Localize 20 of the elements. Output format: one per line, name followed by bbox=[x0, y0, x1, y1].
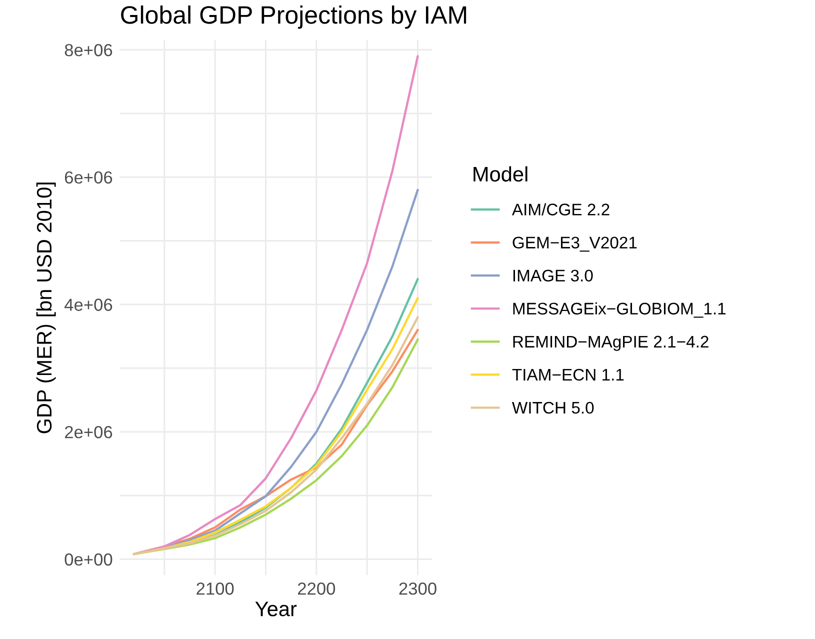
legend-label: WITCH 5.0 bbox=[512, 402, 594, 414]
legend-label: REMIND−MAgPIE 2.1−4.2 bbox=[513, 336, 708, 351]
x-tick-label: 2200 bbox=[298, 582, 336, 595]
x-tick-label: 2100 bbox=[196, 582, 234, 595]
x-axis-title: Year bbox=[255, 602, 297, 616]
y-tick-label: 8e+06 bbox=[64, 44, 112, 56]
legend-label: GEM−E3_V2021 bbox=[512, 236, 637, 252]
legend-title: Model bbox=[474, 166, 528, 182]
y-axis-title: GDP (MER) [bn USD 2010] bbox=[36, 182, 56, 434]
y-tick-label: 4e+06 bbox=[64, 298, 112, 311]
y-tick-label: 2e+06 bbox=[64, 426, 112, 438]
legend-label: IMAGE 3.0 bbox=[513, 270, 593, 282]
y-tick-label: 0e+00 bbox=[64, 553, 112, 566]
y-tick-label: 6e+06 bbox=[64, 171, 112, 184]
x-tick-label: 2300 bbox=[399, 582, 436, 595]
legend-label: TIAM−ECN 1.1 bbox=[512, 368, 624, 381]
legend-label: MESSAGEix−GLOBIOM_1.1 bbox=[513, 302, 726, 318]
chart-title: Global GDP Projections by IAM bbox=[121, 5, 466, 29]
legend-label: AIM/CGE 2.2 bbox=[512, 203, 610, 216]
line-series bbox=[132, 55, 419, 556]
